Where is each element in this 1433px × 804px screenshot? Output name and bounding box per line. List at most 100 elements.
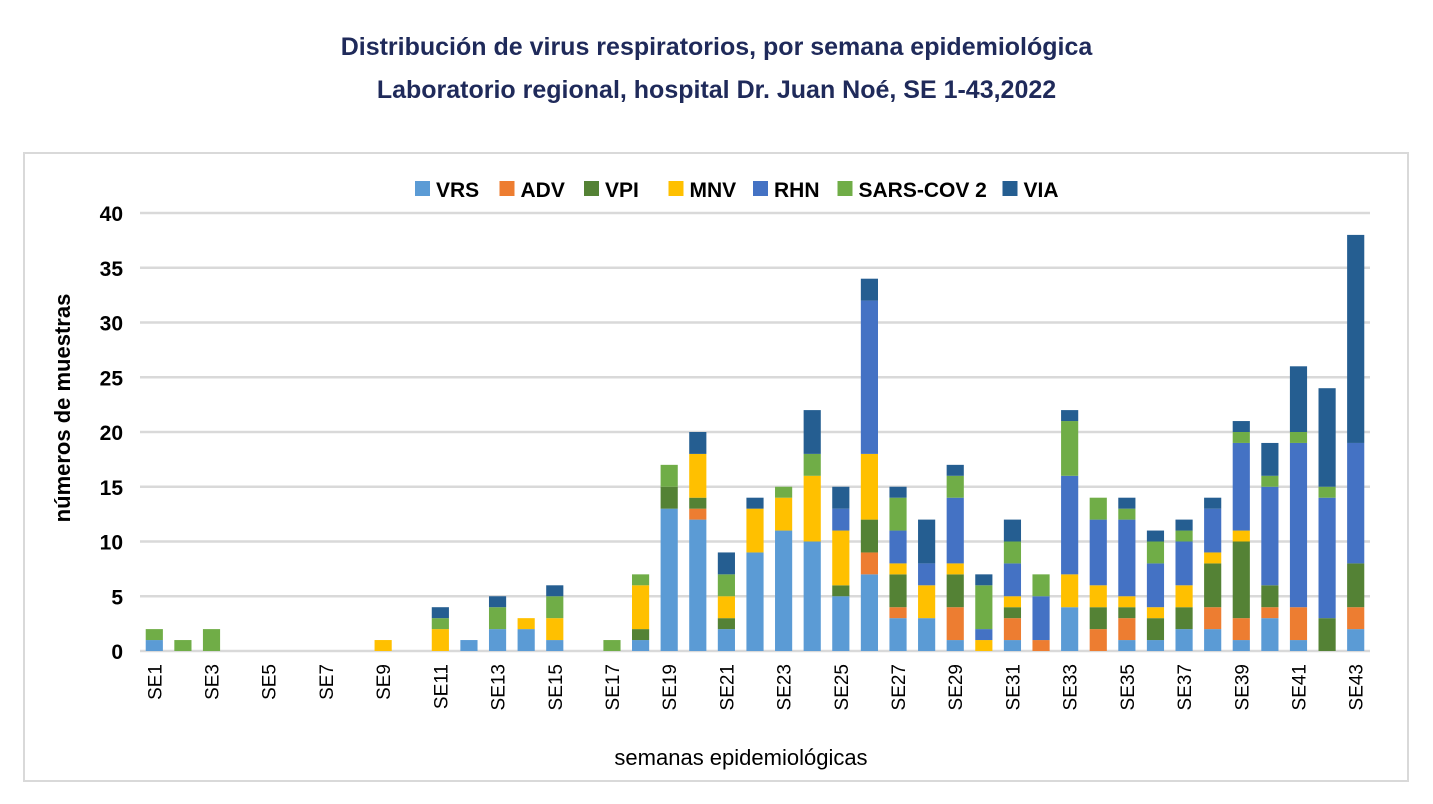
y-tick-label: 35 (100, 258, 124, 281)
bar-segment-adv (1261, 607, 1279, 619)
bar-segment-mnv (1146, 607, 1165, 619)
bar-segment-mnv (632, 585, 650, 630)
bar-segment-via (746, 497, 764, 509)
bar-segment-sars-cov-2 (431, 618, 449, 630)
bar-segment-sars-cov-2 (546, 596, 564, 619)
bar-segment-vrs (1175, 629, 1193, 651)
bar-segment-mnv (1118, 596, 1136, 608)
bar-segment-adv (860, 552, 878, 575)
legend-swatch (668, 181, 684, 196)
bar-segment-mnv (775, 497, 793, 531)
bar-segment-via (488, 596, 507, 608)
x-tick-label: SE1 (145, 664, 166, 700)
bar-segment-vpi (1089, 607, 1107, 630)
bar-segment-vpi (1204, 563, 1222, 608)
bar-segment-rhn (946, 497, 964, 564)
legend-label: VRS (436, 179, 479, 202)
bar-segment-rhn (918, 563, 936, 586)
bar-segment-adv (1032, 640, 1050, 651)
bar-segment-mnv (1003, 596, 1022, 608)
bar-segment-sars-cov-2 (1318, 486, 1336, 498)
bar-segment-via (1318, 388, 1336, 487)
bar-segment-adv (1204, 607, 1222, 630)
bar-segment-vrs (546, 640, 564, 651)
bar-segment-mnv (717, 596, 735, 619)
bar-segment-vrs (660, 508, 678, 651)
bar-segment-via (832, 486, 850, 509)
x-axis-label: semanas epidemiológicas (614, 745, 867, 770)
y-tick-label: 0 (111, 641, 123, 664)
bar-segment-sars-cov-2 (717, 574, 735, 597)
bar-segment-vrs (1204, 629, 1222, 651)
bar-segment-via (918, 519, 936, 564)
y-axis-ticks: 0 5 10 15 20 25 30 35 40 (100, 203, 124, 664)
bar-segment-sars-cov-2 (1089, 497, 1107, 520)
legend-label: ADV (521, 179, 565, 202)
bar-segment-via (431, 607, 449, 619)
x-tick-label: SE19 (660, 664, 681, 710)
x-tick-label: SE9 (374, 664, 395, 700)
bar-segment-adv (1232, 618, 1250, 641)
bar-segment-mnv (889, 563, 907, 575)
bar-segment-via (860, 278, 878, 301)
bar-segment-via (889, 486, 907, 498)
bar-segment-via (803, 410, 821, 454)
legend-swatch (499, 181, 515, 196)
bar-segment-sars-cov-2 (1175, 530, 1193, 542)
bar-segment-sars-cov-2 (632, 574, 650, 586)
bar-segment-mnv (1089, 585, 1107, 608)
chart-title: Distribución de virus respiratorios, por… (340, 33, 1093, 61)
x-tick-label: SE5 (260, 664, 281, 700)
bar-segment-vpi (1003, 607, 1022, 619)
x-tick-label: SE23 (775, 664, 796, 710)
bar-segment-sars-cov-2 (1003, 541, 1022, 564)
bar-segment-adv (1003, 618, 1022, 641)
legend-label: VIA (1024, 179, 1059, 202)
legend-swatch (1002, 181, 1018, 196)
legend-item: VIA (1002, 179, 1059, 202)
bar-segment-mnv (689, 453, 707, 498)
x-tick-label: SE13 (489, 664, 510, 710)
bar-segment-mnv (975, 640, 993, 651)
bar-segment-vrs (832, 596, 850, 651)
legend: VRS ADV VPI MNV RHN SARS-COV 2 VIA (415, 179, 1059, 202)
bar-segment-via (1232, 421, 1250, 432)
bar-segment-vrs (946, 640, 964, 651)
bar-segment-vrs (1232, 640, 1250, 651)
bar-segment-sars-cov-2 (975, 585, 993, 630)
bar-segment-via (689, 432, 707, 454)
x-tick-label: SE21 (717, 664, 738, 710)
bar-segment-vpi (946, 574, 964, 608)
y-tick-label: 40 (100, 203, 123, 226)
bars (145, 234, 1365, 651)
bar-segment-sars-cov-2 (1261, 475, 1279, 487)
bar-segment-rhn (1089, 519, 1107, 586)
y-tick-label: 10 (100, 532, 123, 555)
bar-segment-mnv (1232, 530, 1250, 542)
bar-segment-rhn (1003, 563, 1022, 597)
bar-segment-sars-cov-2 (803, 453, 821, 476)
chart-subtitle: Laboratorio regional, hospital Dr. Juan … (376, 76, 1057, 104)
bar-segment-vpi (1118, 607, 1136, 619)
bar-segment-vrs (1118, 640, 1136, 651)
bar-segment-sars-cov-2 (889, 497, 907, 531)
bar-segment-rhn (1118, 519, 1136, 597)
chart-frame (23, 152, 1409, 782)
legend-label: VPI (605, 179, 639, 202)
bar-segment-rhn (1318, 497, 1336, 619)
x-tick-label: SE35 (1118, 664, 1139, 710)
x-tick-label: SE43 (1347, 664, 1368, 710)
bar-segment-sars-cov-2 (1032, 574, 1050, 597)
bar-segment-adv (889, 607, 907, 619)
bar-segment-rhn (1146, 563, 1165, 608)
legend-swatch (753, 181, 768, 196)
bar-segment-vrs (889, 618, 907, 651)
bar-segment-vpi (1261, 585, 1279, 608)
bar-segment-via (946, 464, 964, 476)
legend-item: ADV (499, 179, 565, 202)
bar-segment-vrs (1061, 607, 1079, 651)
legend-label: SARS-COV 2 (859, 179, 987, 202)
bar-segment-mnv (860, 453, 878, 520)
bar-segment-vrs (775, 530, 793, 651)
bar-segment-rhn (1261, 486, 1279, 586)
